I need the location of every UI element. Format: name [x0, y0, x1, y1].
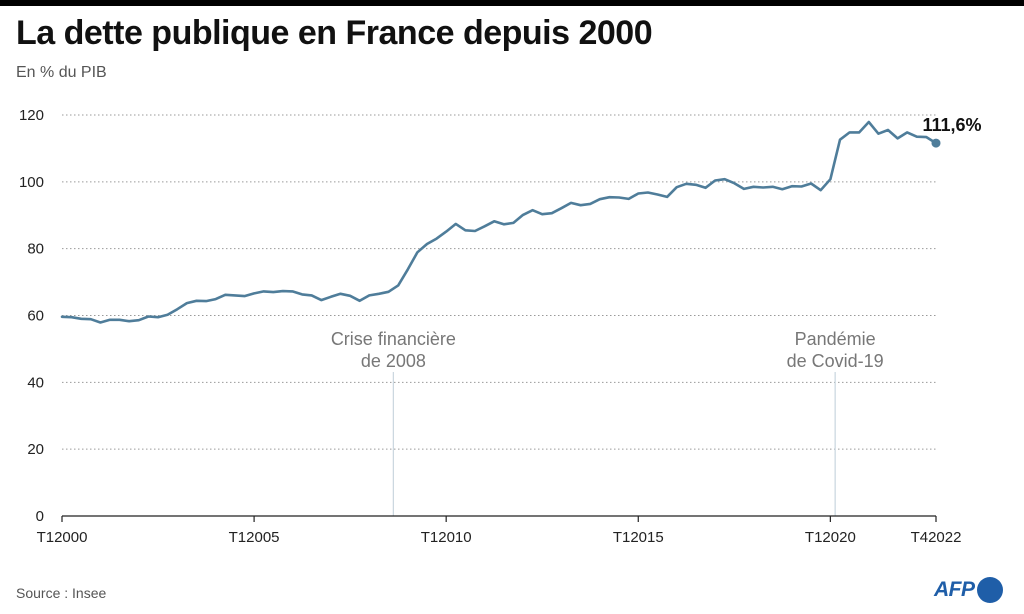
source-label: Source : Insee — [16, 585, 107, 601]
chart-subtitle: En % du PIB — [16, 64, 107, 81]
x-tick-label: T12000 — [37, 529, 88, 546]
y-tick-label: 80 — [27, 241, 44, 258]
end-value-label: 111,6% — [922, 115, 981, 135]
y-tick-label: 0 — [36, 508, 44, 525]
debt-series-line — [60, 120, 938, 324]
y-tick-label: 60 — [27, 308, 44, 325]
x-tick-label: T12010 — [421, 529, 472, 546]
x-axis: T12000 T12005 T12010 T12015 T12020 T42022 — [37, 515, 962, 546]
chart-title: La dette publique en France depuis 2000 — [16, 14, 653, 52]
y-tick-label: 20 — [27, 441, 44, 458]
y-tick-label: 120 — [19, 107, 44, 124]
top-bar — [0, 0, 1024, 6]
annotation-label: de 2008 — [361, 351, 426, 371]
y-tick-label: 40 — [27, 374, 44, 391]
series-layer: 111,6% — [60, 115, 982, 324]
x-tick-label: T42022 — [911, 529, 962, 546]
afp-logo-circle-icon — [976, 577, 1003, 603]
annotation-label: Pandémie — [795, 329, 876, 349]
x-tick-label: T12005 — [229, 529, 280, 546]
x-tick-label: T12020 — [805, 529, 856, 546]
annotation-label: de Covid-19 — [787, 351, 884, 371]
end-point — [931, 138, 941, 148]
afp-logo: AFP — [934, 575, 1003, 605]
annotation-label: Crise financière — [331, 329, 456, 349]
grid-lines — [62, 114, 936, 450]
y-tick-label: 100 — [19, 174, 44, 191]
y-axis-ticks: 0 20 40 60 80 100 120 — [19, 107, 44, 525]
x-tick-label: T12015 — [613, 529, 664, 546]
afp-logo-text: AFP — [934, 578, 975, 601]
